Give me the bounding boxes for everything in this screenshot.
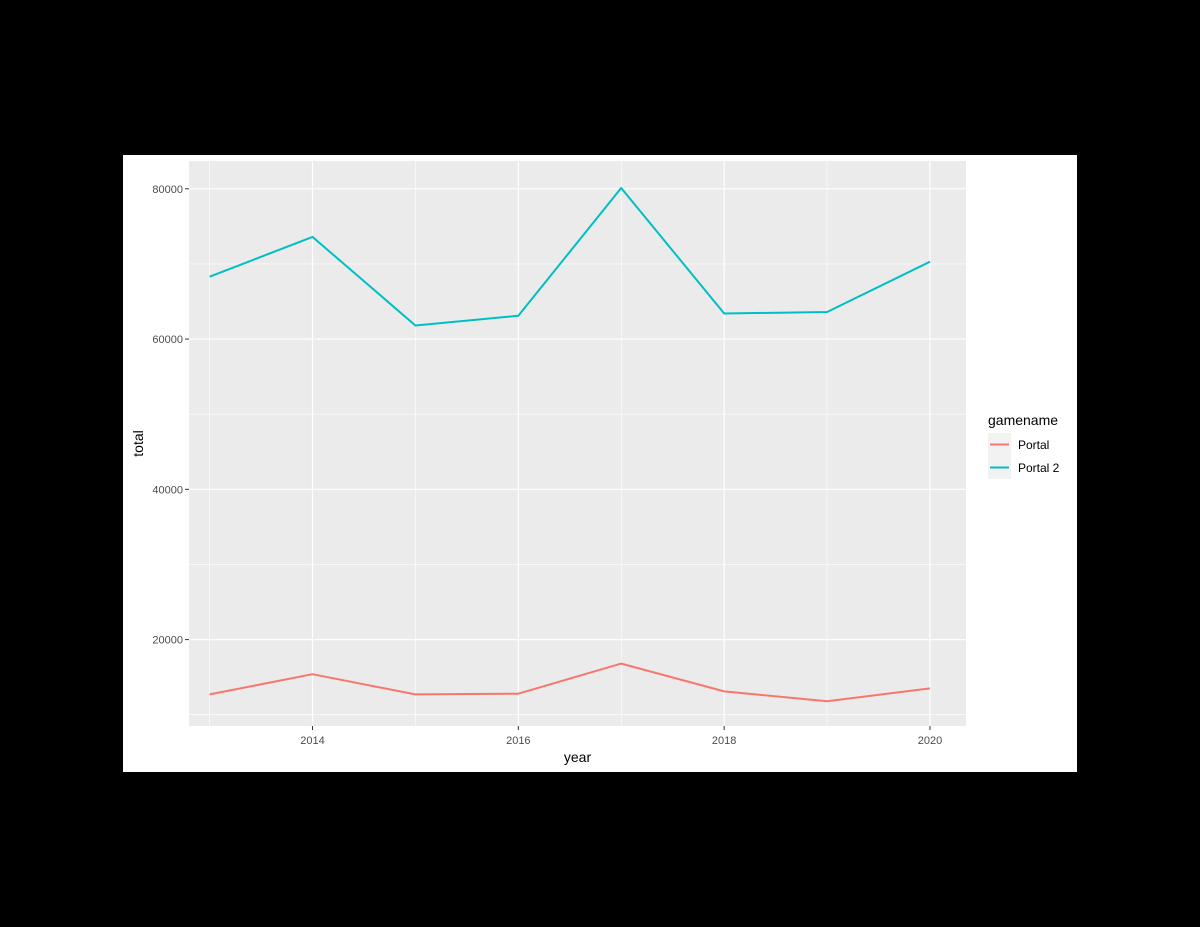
- x-tick-label: 2020: [918, 735, 942, 747]
- y-tick-label: 20000: [152, 635, 183, 647]
- legend-label-portal-2: Portal 2: [1018, 461, 1060, 475]
- x-tick-label: 2016: [506, 735, 530, 747]
- major-grid: [189, 161, 966, 726]
- y-tick-label: 80000: [152, 184, 183, 196]
- series-line-portal-2: [209, 187, 931, 327]
- y-tick-label: 40000: [152, 484, 183, 496]
- x-tick-label: 2018: [712, 735, 736, 747]
- plot-panel: [189, 161, 966, 726]
- y-axis: 20000 40000 60000 80000: [152, 184, 189, 647]
- legend-label-portal: Portal: [1018, 438, 1049, 452]
- y-axis-title: total: [130, 430, 146, 456]
- legend-title: gamename: [988, 412, 1058, 428]
- series-lines: [209, 187, 931, 703]
- legend: gamename Portal Portal 2: [988, 412, 1060, 479]
- line-chart: 2014 2016 2018 2020 20000 40000 60000 80000 ye…: [130, 161, 1060, 765]
- legend-items: Portal Portal 2: [988, 433, 1060, 479]
- minor-grid: [189, 161, 966, 726]
- x-tick-label: 2014: [300, 735, 324, 747]
- figure: 2014 2016 2018 2020 20000 40000 60000 80000 ye…: [123, 155, 1077, 772]
- x-axis: 2014 2016 2018 2020: [300, 726, 942, 747]
- x-axis-title: year: [564, 749, 592, 765]
- y-tick-label: 60000: [152, 334, 183, 346]
- series-line-portal: [209, 662, 931, 703]
